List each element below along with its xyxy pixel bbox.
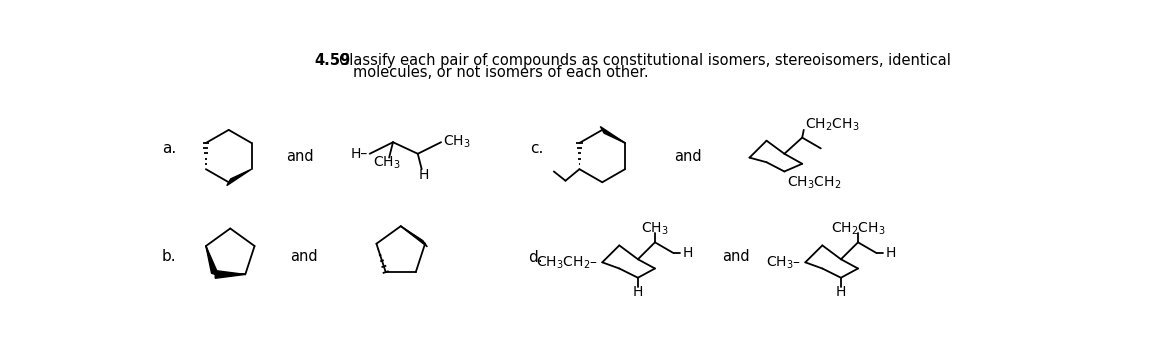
Text: CH$_2$CH$_3$: CH$_2$CH$_3$ — [831, 220, 885, 237]
Text: CH$_3$: CH$_3$ — [443, 134, 470, 151]
Text: CH$_3$: CH$_3$ — [641, 220, 669, 237]
Text: CH$_3$–: CH$_3$– — [767, 254, 802, 271]
Text: H–: H– — [350, 147, 368, 161]
Text: CH$_2$CH$_3$: CH$_2$CH$_3$ — [805, 117, 860, 133]
Text: CH$_3$CH$_2$–: CH$_3$CH$_2$– — [536, 254, 599, 271]
Text: H: H — [419, 167, 429, 181]
Text: H: H — [886, 246, 897, 260]
Polygon shape — [226, 169, 252, 186]
Text: Classify each pair of compounds as constitutional isomers, stereoisomers, identi: Classify each pair of compounds as const… — [339, 53, 951, 68]
Text: b.: b. — [162, 249, 176, 264]
Text: and: and — [287, 148, 314, 164]
Polygon shape — [216, 271, 245, 278]
Text: CH$_3$: CH$_3$ — [374, 155, 400, 171]
Text: CH$_3$CH$_2$: CH$_3$CH$_2$ — [788, 175, 842, 191]
Polygon shape — [206, 246, 219, 276]
Polygon shape — [601, 127, 625, 143]
Text: a.: a. — [162, 141, 176, 156]
Text: molecules, or not isomers of each other.: molecules, or not isomers of each other. — [353, 65, 648, 80]
Text: H: H — [683, 246, 694, 260]
Text: d.: d. — [528, 250, 543, 265]
Text: c.: c. — [530, 141, 544, 156]
Text: H: H — [835, 285, 846, 299]
Text: 4.59: 4.59 — [314, 53, 350, 68]
Text: H: H — [632, 285, 643, 299]
Text: and: and — [674, 148, 702, 164]
Text: and: and — [722, 249, 749, 264]
Polygon shape — [400, 226, 427, 247]
Text: and: and — [290, 249, 318, 264]
